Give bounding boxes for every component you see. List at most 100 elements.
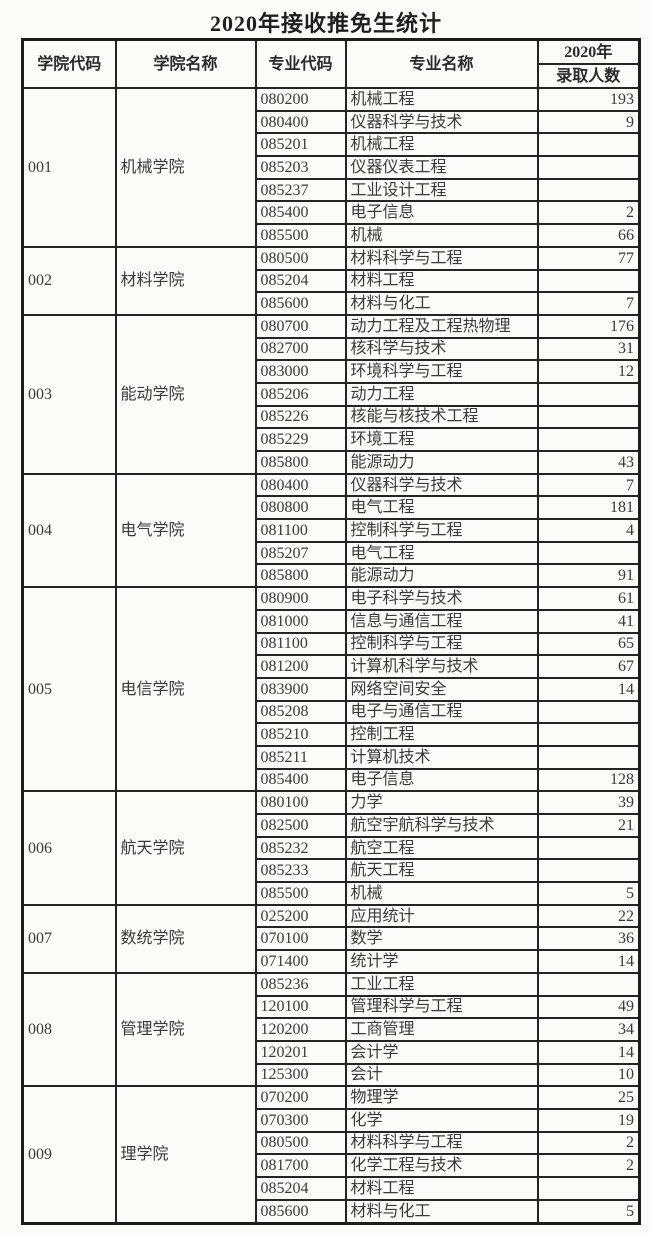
major-code-cell: 082500 <box>254 813 347 838</box>
admit-count-cell: 36 <box>536 926 641 952</box>
table-row: 085226 核能与核技术工程 <box>23 404 641 430</box>
major-code-cell: 085206 <box>254 381 347 407</box>
major-name-cell: 航天工程 <box>344 858 539 884</box>
table-row: 080400 仪器科学与技术 9 <box>23 109 641 135</box>
major-code-cell: 085226 <box>254 404 347 430</box>
major-name-cell: 核科学与技术 <box>344 336 539 362</box>
table-row: 085204 材料工程 <box>23 268 641 294</box>
admit-count-cell: 2 <box>536 1130 641 1156</box>
college-code-cell: 007 <box>21 903 117 974</box>
major-name-cell: 航空宇航科学与技术 <box>344 813 539 838</box>
major-code-cell: 120100 <box>254 994 347 1020</box>
table-row: 006 航天学院 080100 力学 39 <box>21 790 641 906</box>
table-row: 081000 信息与通信工程 41 <box>23 608 641 634</box>
major-code-cell: 085204 <box>254 1176 347 1201</box>
admit-count-cell <box>536 268 641 294</box>
table-row: 085201 机械工程 <box>23 132 641 158</box>
college-code-cell: 009 <box>21 1085 117 1225</box>
major-name-cell: 工商管理 <box>344 1017 539 1042</box>
admit-count-cell: 61 <box>536 586 641 611</box>
major-name-cell: 物理学 <box>344 1085 539 1110</box>
table-row: 085800 能源动力 91 <box>23 563 641 589</box>
major-code-cell: 081700 <box>254 1153 347 1178</box>
major-code-cell: 080500 <box>254 245 347 271</box>
major-name-cell: 工业设计工程 <box>344 177 539 203</box>
admit-count-cell: 14 <box>536 949 641 974</box>
header-major-code: 专业代码 <box>254 38 347 89</box>
college-name-cell: 数统学院 <box>114 903 257 974</box>
major-code-cell: 080800 <box>254 495 347 521</box>
table-row: 080800 电气工程 181 <box>23 495 641 521</box>
table-row: 085203 仪器仪表工程 <box>23 155 641 180</box>
major-code-cell: 085500 <box>254 223 347 248</box>
major-name-cell: 电子信息 <box>344 767 539 793</box>
major-code-cell: 085800 <box>254 563 347 589</box>
table-row: 001 机械学院 080200 机械工程 193 <box>21 87 641 248</box>
major-name-cell: 材料科学与工程 <box>344 1130 539 1156</box>
admit-count-cell <box>536 177 641 203</box>
admit-count-cell: 9 <box>536 109 641 135</box>
college-code-cell: 002 <box>21 245 117 316</box>
admit-count-cell: 7 <box>536 472 641 498</box>
table-row: 085600 材料与化工 5 <box>23 1198 641 1225</box>
major-name-cell: 统计学 <box>344 949 539 974</box>
major-name-cell: 动力工程及工程热物理 <box>344 313 539 339</box>
admit-count-cell: 2 <box>536 1153 641 1178</box>
major-code-cell: 125300 <box>254 1062 347 1088</box>
admit-count-cell: 65 <box>536 631 641 657</box>
major-code-cell: 085229 <box>254 427 347 452</box>
table-row: 081700 化学工程与技术 2 <box>23 1153 641 1178</box>
major-code-cell: 085204 <box>254 268 347 294</box>
major-code-cell: 080900 <box>254 586 347 611</box>
table-row: 085237 工业设计工程 <box>23 177 641 203</box>
table-row: 081100 控制科学与工程 65 <box>23 631 641 657</box>
major-code-cell: 085208 <box>254 699 347 725</box>
admit-count-cell: 66 <box>536 223 641 248</box>
major-name-cell: 环境科学与工程 <box>344 359 539 384</box>
major-name-cell: 环境工程 <box>344 427 539 452</box>
major-name-cell: 能源动力 <box>344 450 539 475</box>
admit-count-cell <box>536 427 641 452</box>
table-row: 009 理学院 070200 物理学 25 <box>21 1085 641 1225</box>
major-name-cell: 计算机技术 <box>344 744 539 770</box>
major-code-cell: 083000 <box>254 359 347 384</box>
major-code-cell: 080100 <box>254 790 347 815</box>
college-name-cell: 电气学院 <box>114 472 257 589</box>
table-row: 007 数统学院 025200 应用统计 22 <box>21 903 641 974</box>
admit-count-cell: 43 <box>536 450 641 475</box>
major-code-cell: 081100 <box>254 518 347 543</box>
major-code-cell: 085201 <box>254 132 347 158</box>
major-name-cell: 机械 <box>344 881 539 906</box>
major-code-cell: 070200 <box>254 1085 347 1110</box>
major-code-cell: 085600 <box>254 291 347 316</box>
college-name-cell: 管理学院 <box>114 971 257 1088</box>
admit-count-cell <box>536 699 641 725</box>
table-row: 070100 数学 36 <box>23 926 641 952</box>
college-name-cell: 电信学院 <box>114 586 257 793</box>
major-code-cell: 120201 <box>254 1039 347 1065</box>
table-row: 071400 统计学 14 <box>23 949 641 974</box>
admit-count-cell: 4 <box>536 518 641 543</box>
major-name-cell: 电气工程 <box>344 540 539 566</box>
major-name-cell: 计算机科学与技术 <box>344 654 539 679</box>
admit-count-cell: 49 <box>536 994 641 1020</box>
major-code-cell: 081200 <box>254 654 347 679</box>
major-name-cell: 材料工程 <box>344 268 539 294</box>
header-college-code: 学院代码 <box>21 38 117 89</box>
major-name-cell: 化学工程与技术 <box>344 1153 539 1178</box>
admit-count-cell <box>536 858 641 884</box>
college-code-cell: 003 <box>21 313 117 475</box>
table-row: 085206 动力工程 <box>23 381 641 407</box>
table-row: 085233 航天工程 <box>23 858 641 884</box>
major-name-cell: 仪器科学与技术 <box>344 472 539 498</box>
table-header: 学院代码 学院名称 专业代码 专业名称 2020年 录取人数 <box>21 38 641 89</box>
major-name-cell: 材料科学与工程 <box>344 245 539 271</box>
table-row: 081200 计算机科学与技术 67 <box>23 654 641 679</box>
table-row: 082500 航空宇航科学与技术 21 <box>23 813 641 838</box>
table-row: 125300 会计 10 <box>23 1062 641 1088</box>
major-code-cell: 085236 <box>254 971 347 997</box>
table-row: 085229 环境工程 <box>23 427 641 452</box>
major-name-cell: 工业工程 <box>344 971 539 997</box>
header-college-name: 学院名称 <box>114 38 257 89</box>
table-row: 085800 能源动力 43 <box>23 450 641 475</box>
